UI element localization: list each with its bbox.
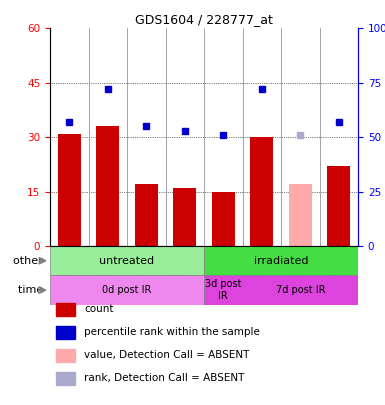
FancyBboxPatch shape — [243, 275, 358, 305]
FancyBboxPatch shape — [50, 275, 204, 305]
Title: GDS1604 / 228777_at: GDS1604 / 228777_at — [135, 13, 273, 26]
Text: rank, Detection Call = ABSENT: rank, Detection Call = ABSENT — [84, 373, 244, 384]
FancyBboxPatch shape — [204, 246, 358, 275]
Bar — [56, 326, 75, 339]
Bar — [173, 188, 196, 246]
Bar — [56, 372, 75, 385]
Bar — [56, 303, 75, 316]
Text: 0d post IR: 0d post IR — [102, 285, 152, 295]
Text: value, Detection Call = ABSENT: value, Detection Call = ABSENT — [84, 350, 249, 360]
Bar — [327, 166, 350, 246]
Bar — [135, 184, 158, 246]
FancyBboxPatch shape — [204, 275, 243, 305]
Text: count: count — [84, 305, 114, 314]
Text: 3d post
IR: 3d post IR — [205, 279, 241, 301]
Text: untreated: untreated — [99, 256, 155, 266]
Text: irradiated: irradiated — [254, 256, 308, 266]
Text: 7d post IR: 7d post IR — [276, 285, 325, 295]
Bar — [250, 137, 273, 246]
FancyBboxPatch shape — [50, 246, 204, 275]
Text: time: time — [18, 285, 50, 295]
Bar — [289, 184, 312, 246]
Bar — [56, 349, 75, 362]
Bar — [96, 126, 119, 246]
Text: percentile rank within the sample: percentile rank within the sample — [84, 327, 260, 337]
Bar — [212, 192, 235, 246]
Text: other: other — [13, 256, 50, 266]
Bar — [58, 134, 81, 246]
